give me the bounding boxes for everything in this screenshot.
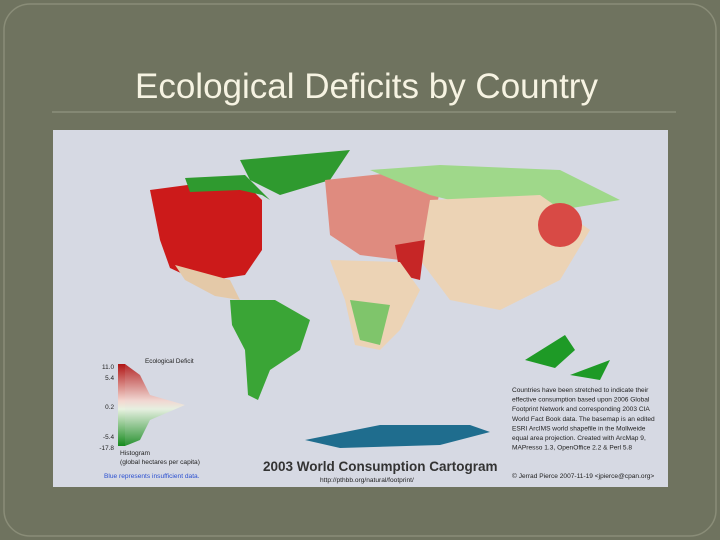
legend-tick: -5.4	[103, 434, 114, 441]
legend-scale	[118, 364, 125, 446]
map-image: Ecological Deficit 11.0 5.4 0.2 -5.4 -17…	[53, 130, 668, 487]
description-line: Countries have been stretched to indicat…	[512, 387, 649, 394]
region	[370, 165, 620, 210]
region	[538, 203, 582, 247]
region	[525, 335, 575, 368]
legend-units: (global hectares per capita)	[120, 459, 200, 466]
description-line: equal area projection. Created with ArcM…	[512, 435, 646, 442]
description-line: effective consumption based upon 2006 Gl…	[512, 397, 650, 404]
map-title: 2003 World Consumption Cartogram	[263, 459, 498, 474]
region	[350, 300, 390, 345]
region	[175, 265, 240, 300]
legend-heading: Ecological Deficit	[145, 358, 194, 365]
region	[150, 178, 262, 282]
region	[185, 175, 270, 200]
slide-title: Ecological Deficits by Country	[135, 67, 598, 106]
legend-tick: -17.8	[99, 445, 114, 452]
region	[325, 170, 440, 260]
legend-histogram-label: Histogram	[120, 450, 151, 457]
region	[570, 360, 610, 380]
description: Countries have been stretched to indicat…	[512, 387, 655, 452]
credit: © Jerrad Pierce 2007-11-19 <jpierce@cpan…	[512, 472, 654, 480]
legend-tick: 11.0	[102, 364, 114, 371]
description-line: MAPresso 1.3, OpenOffice 2.2 & Perl 5.8	[512, 445, 632, 452]
description-line: World Fact Book data. The basemap is an …	[512, 416, 655, 423]
legend-histogram	[125, 364, 185, 446]
legend-tick: 5.4	[105, 375, 114, 382]
description-line: ESRI ArcIMS world shapefile in the Mollw…	[512, 425, 646, 432]
description-line: Footprint Network and corresponding 2003…	[512, 406, 650, 413]
map-url: http://pthbb.org/natural/footprint/	[320, 477, 414, 484]
legend-tick: 0.2	[105, 404, 114, 411]
region	[240, 150, 350, 195]
region	[230, 300, 310, 400]
region	[305, 425, 490, 448]
legend-note: Blue represents insufficient data.	[104, 473, 200, 480]
